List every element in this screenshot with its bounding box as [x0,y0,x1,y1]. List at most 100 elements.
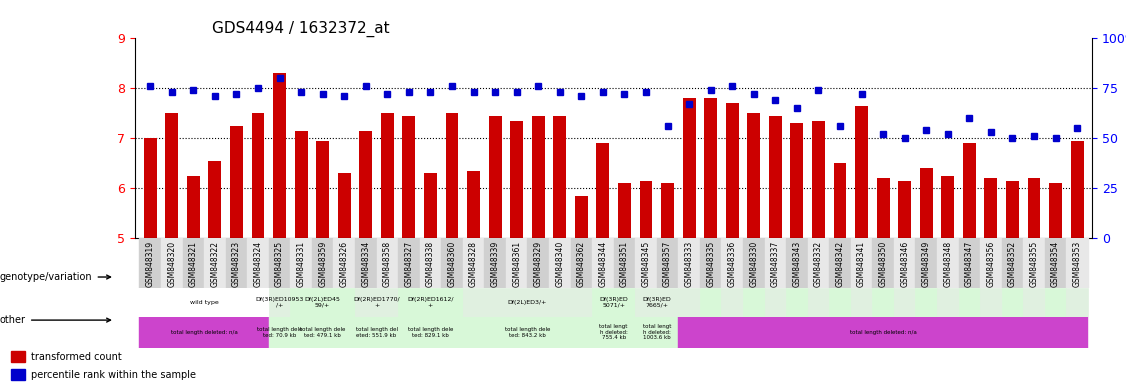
Bar [359,131,373,238]
Bar [269,288,291,317]
Bar [291,238,312,288]
Bar [597,143,609,238]
Bar [855,106,868,238]
Bar [1002,288,1024,317]
Bar [166,113,178,238]
Bar [399,238,420,288]
Bar [592,238,614,288]
Text: GSM848335: GSM848335 [706,240,715,287]
Bar [915,288,937,317]
Bar [682,98,696,238]
Bar [338,173,350,238]
Bar [295,131,307,238]
Bar [769,116,781,238]
Text: GDS4494 / 1632372_at: GDS4494 / 1632372_at [212,21,390,37]
Bar [575,196,588,238]
Text: GSM848320: GSM848320 [168,240,177,287]
Text: GSM848344: GSM848344 [598,240,607,287]
Text: other: other [0,315,110,325]
Text: GSM848339: GSM848339 [491,240,500,287]
Bar [873,288,894,317]
Bar [635,238,656,288]
Bar [1045,288,1066,317]
Bar [722,288,743,317]
Bar [269,238,291,288]
Text: GSM848324: GSM848324 [253,240,262,287]
Bar [399,317,463,348]
Bar [700,238,722,288]
Text: GSM848351: GSM848351 [620,240,629,287]
Bar [531,116,545,238]
Text: GSM848342: GSM848342 [835,240,844,287]
Text: GSM848326: GSM848326 [340,240,349,287]
Text: GSM848355: GSM848355 [1029,240,1038,287]
Text: percentile rank within the sample: percentile rank within the sample [32,370,196,380]
Text: Df(2L)ED45
59/+: Df(2L)ED45 59/+ [305,297,340,308]
Bar [553,116,566,238]
Bar [1024,288,1045,317]
Bar [187,176,199,238]
Bar [678,317,1088,348]
Bar [420,238,441,288]
Bar [829,288,851,317]
Bar [484,238,506,288]
Bar [1066,238,1088,288]
Text: GSM848348: GSM848348 [944,240,953,287]
Text: GSM848352: GSM848352 [1008,240,1017,287]
Text: GSM848356: GSM848356 [986,240,995,287]
Text: Df(3R)ED10953
/+: Df(3R)ED10953 /+ [256,297,304,308]
Bar [355,238,376,288]
Bar [355,317,399,348]
Bar [592,288,635,317]
Text: total length dele
ted: 829.1 kb: total length dele ted: 829.1 kb [408,327,453,338]
Text: GSM848353: GSM848353 [1073,240,1082,287]
Bar [958,288,980,317]
Bar [225,238,248,288]
Bar [640,180,652,238]
Bar [807,288,829,317]
Bar [790,123,803,238]
Text: GSM848334: GSM848334 [361,240,370,287]
Text: Df(2R)ED1770/
+: Df(2R)ED1770/ + [354,297,400,308]
Bar [980,288,1002,317]
Bar [726,103,739,238]
Bar [248,238,269,288]
Bar [963,143,976,238]
Text: GSM848323: GSM848323 [232,240,241,287]
Bar [316,141,329,238]
Bar [743,288,765,317]
Bar [656,238,678,288]
Bar [402,116,415,238]
Bar [463,238,484,288]
Bar [333,238,355,288]
Bar [182,238,204,288]
Bar [748,113,760,238]
Text: GSM848340: GSM848340 [555,240,564,287]
Text: Df(2L)ED3/+: Df(2L)ED3/+ [508,300,547,305]
Bar [510,121,524,238]
Text: GSM848333: GSM848333 [685,240,694,287]
Bar [1024,238,1045,288]
Bar [833,163,847,238]
Bar [549,238,571,288]
Text: total lengt
h deleted:
1003.6 kb: total lengt h deleted: 1003.6 kb [643,324,671,341]
Bar [765,288,786,317]
Text: total lengt
h deleted:
755.4 kb: total lengt h deleted: 755.4 kb [599,324,628,341]
Text: genotype/variation: genotype/variation [0,272,110,282]
Text: transformed count: transformed count [32,352,122,362]
Bar [941,176,954,238]
Bar [851,238,873,288]
Text: GSM848343: GSM848343 [793,240,802,287]
Bar [829,238,851,288]
Bar [920,168,932,238]
Bar [355,288,399,317]
Text: GSM848360: GSM848360 [447,240,456,287]
Bar [161,238,182,288]
Text: GSM848332: GSM848332 [814,240,823,287]
Bar [1028,178,1040,238]
Bar [291,317,355,348]
Bar [765,238,786,288]
Bar [381,113,394,238]
Text: GSM848321: GSM848321 [189,240,198,286]
Bar [704,98,717,238]
